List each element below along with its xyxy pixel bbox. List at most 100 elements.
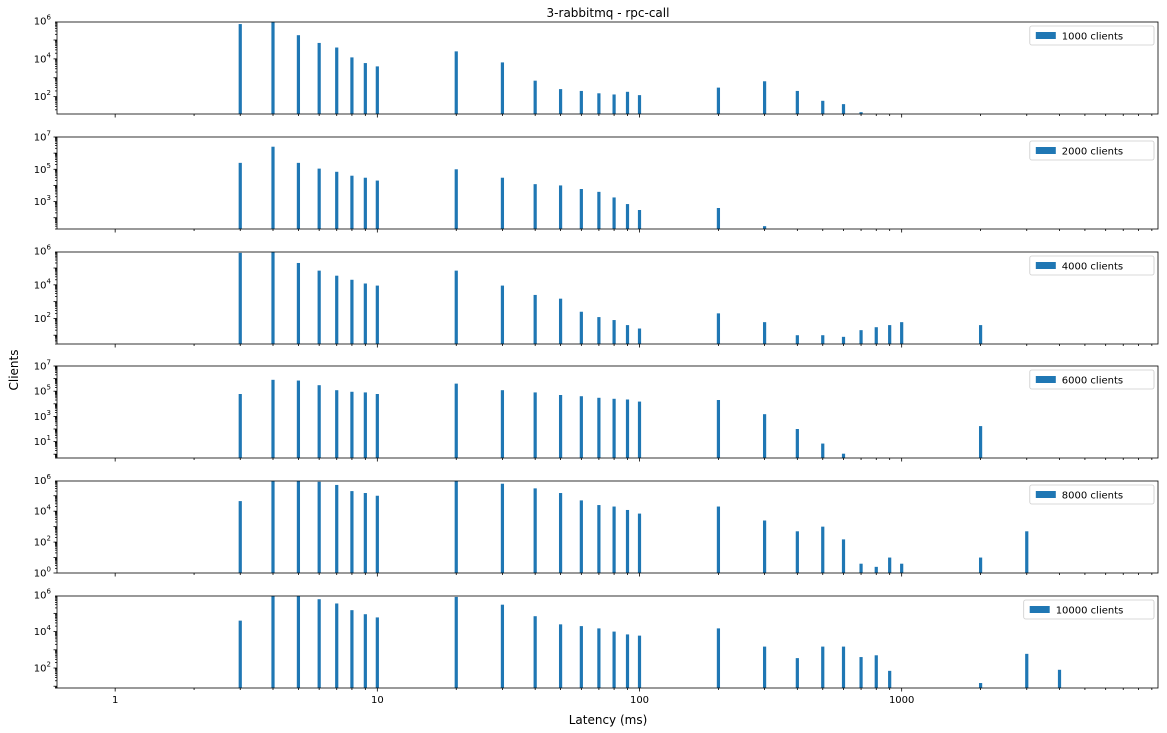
bar-700ms	[859, 657, 863, 688]
bar-3ms	[238, 162, 242, 229]
panel-frame	[56, 365, 1159, 459]
bar-80ms	[612, 631, 616, 688]
bar-60ms	[579, 396, 583, 458]
bar-20ms	[454, 270, 458, 344]
bar-70ms	[597, 628, 601, 688]
bar-800ms	[874, 327, 878, 344]
bar-900ms	[888, 325, 892, 344]
bar-400ms	[795, 335, 799, 344]
bar-6ms	[317, 599, 321, 688]
bar-600ms	[841, 539, 846, 573]
bar-6ms	[317, 481, 321, 573]
y-tick-label: 102	[34, 89, 51, 103]
bar-9ms	[363, 614, 367, 688]
bar-500ms	[821, 646, 825, 688]
bar-50ms	[558, 624, 563, 688]
bar-30ms	[500, 177, 505, 229]
bar-60ms	[579, 90, 583, 114]
bar-50ms	[558, 298, 563, 344]
bar-7ms	[335, 390, 339, 458]
x-tick-label: 1000	[889, 695, 914, 706]
bar-3ms	[238, 501, 242, 573]
bar-300ms	[762, 414, 767, 458]
legend-swatch	[1035, 32, 1056, 39]
y-tick-label: 105	[34, 162, 51, 176]
bar-30ms	[500, 483, 505, 573]
y-tick-label: 104	[34, 624, 52, 638]
y-tick-label: 104	[34, 277, 52, 291]
bar-3000ms	[1025, 531, 1029, 573]
bar-200ms	[716, 87, 721, 114]
bar-200ms	[716, 628, 721, 688]
bar-40ms	[533, 184, 537, 229]
bar-300ms	[762, 520, 767, 573]
panel-3: 102 104 106 4000 clients	[34, 244, 1159, 348]
chart-title: 3-rabbitmq - rpc-call	[547, 6, 670, 20]
panel-1: 102 104 106 1000 clients	[34, 14, 1159, 118]
bar-500ms	[821, 526, 825, 573]
legend-label: 2000 clients	[1062, 147, 1123, 158]
bar-7ms	[335, 275, 339, 344]
bar-50ms	[558, 493, 563, 573]
bar-800ms	[874, 566, 878, 573]
legend-box	[1029, 369, 1155, 390]
bar-2000ms	[978, 325, 983, 344]
legend-swatch	[1035, 491, 1056, 498]
bar-100ms	[637, 328, 642, 344]
bar-80ms	[612, 506, 616, 573]
bar-20ms	[454, 169, 458, 229]
bar-7ms	[335, 47, 339, 114]
bar-20ms	[454, 596, 458, 688]
bar-500ms	[821, 443, 825, 458]
bar-600ms	[841, 104, 846, 114]
bar-500ms	[821, 100, 825, 114]
bar-50ms	[558, 89, 563, 114]
bar-70ms	[597, 317, 601, 344]
bar-10ms	[375, 394, 379, 458]
bar-10ms	[375, 495, 379, 573]
bar-300ms	[762, 646, 767, 688]
bar-600ms	[841, 646, 846, 688]
bar-400ms	[795, 429, 799, 458]
bar-9ms	[363, 392, 367, 458]
bar-40ms	[533, 616, 537, 688]
bar-30ms	[500, 285, 505, 344]
bar-5ms	[296, 481, 301, 573]
bar-4000ms	[1057, 669, 1062, 688]
bar-7ms	[335, 171, 339, 229]
bar-80ms	[612, 320, 616, 344]
bar-800ms	[874, 655, 878, 688]
legend-label: 1000 clients	[1062, 32, 1123, 43]
bar-300ms	[762, 322, 767, 344]
bar-100ms	[637, 401, 642, 458]
bar-90ms	[625, 204, 630, 229]
bar-4ms	[271, 146, 275, 229]
bar-100ms	[637, 210, 642, 229]
bar-5ms	[296, 596, 301, 688]
panel-6: 102 104 106 10000 clients	[34, 588, 1159, 692]
bar-700ms	[859, 112, 863, 114]
bar-8ms	[350, 279, 354, 344]
y-tick-label: 107	[34, 359, 51, 373]
y-tick-label: 106	[34, 473, 52, 487]
y-tick-label: 106	[34, 14, 52, 28]
y-tick-label: 105	[34, 384, 51, 398]
bar-9ms	[363, 283, 367, 344]
bar-10ms	[375, 285, 379, 344]
bar-70ms	[597, 191, 601, 229]
y-axis-label: Clients	[7, 350, 21, 391]
bar-700ms	[859, 563, 863, 573]
panel-4: 101 103 105 107 6000 clients	[34, 359, 1159, 462]
legend-box	[1029, 484, 1155, 505]
bar-900ms	[888, 557, 892, 573]
bar-20ms	[454, 481, 458, 573]
bar-5ms	[296, 262, 301, 344]
bar-9ms	[363, 63, 367, 114]
bar-6ms	[317, 168, 321, 229]
legend-label: 8000 clients	[1062, 491, 1123, 502]
y-tick-label: 103	[34, 194, 51, 208]
bar-40ms	[533, 488, 537, 573]
bar-4ms	[271, 596, 275, 688]
bar-30ms	[500, 390, 505, 458]
